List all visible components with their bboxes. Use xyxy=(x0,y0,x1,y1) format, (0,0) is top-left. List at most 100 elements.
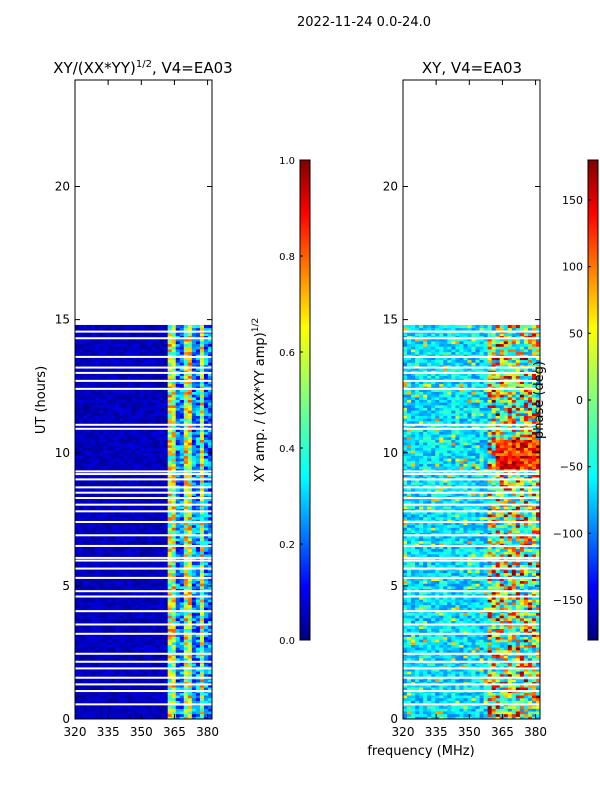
heatmap-cell xyxy=(115,535,120,539)
heatmap-cell xyxy=(99,388,104,393)
heatmap-cell xyxy=(75,431,80,435)
heatmap-cell xyxy=(91,396,96,400)
heatmap-cell xyxy=(147,383,153,387)
heatmap-cell xyxy=(203,583,209,587)
heatmap-cell xyxy=(179,572,185,576)
heatmap-cell xyxy=(115,655,120,659)
heatmap-cell xyxy=(183,569,189,574)
heatmap-cell xyxy=(111,378,116,382)
heatmap-cell xyxy=(83,394,88,398)
heatmap-cell xyxy=(119,367,124,371)
heatmap-cell xyxy=(191,394,197,398)
heatmap-cell xyxy=(91,487,96,491)
heatmap-cell xyxy=(75,407,80,411)
heatmap-cell xyxy=(151,620,157,624)
heatmap-cell xyxy=(131,460,136,464)
heatmap-cell xyxy=(95,596,100,600)
heatmap-cell xyxy=(95,383,100,387)
heatmap-cell xyxy=(155,351,161,355)
heatmap-cell xyxy=(207,529,212,534)
heatmap-cell xyxy=(91,436,96,440)
heatmap-cell xyxy=(167,386,173,390)
heatmap-cell xyxy=(123,426,128,430)
heatmap-cell xyxy=(115,593,120,598)
heatmap-cell xyxy=(95,471,100,475)
heatmap-cell xyxy=(123,572,128,576)
heatmap-cell xyxy=(143,332,149,337)
heatmap-cell xyxy=(151,636,157,640)
heatmap-cell xyxy=(143,524,149,528)
heatmap-cell xyxy=(191,399,197,403)
heatmap-cell xyxy=(115,625,120,629)
heatmap-cell xyxy=(175,532,181,536)
heatmap-cell xyxy=(151,436,157,440)
heatmap-cell xyxy=(147,495,153,499)
heatmap-cell xyxy=(195,636,201,640)
heatmap-cell xyxy=(155,412,161,416)
heatmap-cell xyxy=(115,540,120,544)
heatmap-cell xyxy=(171,332,177,337)
heatmap-cell xyxy=(143,519,149,523)
heatmap-cell xyxy=(135,575,140,579)
heatmap-cell xyxy=(151,420,157,424)
heatmap-cell xyxy=(151,439,157,443)
heatmap-cell xyxy=(143,498,149,502)
heatmap-cell xyxy=(91,684,96,688)
heatmap-cell xyxy=(131,442,136,446)
heatmap-cell xyxy=(139,647,144,651)
heatmap-cell xyxy=(107,444,112,448)
heatmap-cell xyxy=(95,673,100,677)
heatmap-cell xyxy=(127,348,132,353)
heatmap-cell xyxy=(115,386,120,390)
heatmap-cell xyxy=(207,615,212,619)
heatmap-cell xyxy=(99,410,104,414)
heatmap-cell xyxy=(203,625,209,629)
heatmap-cell xyxy=(175,487,181,491)
heatmap-cell xyxy=(79,697,84,701)
heatmap-cell xyxy=(151,593,157,598)
heatmap-cell xyxy=(87,663,92,667)
heatmap-cell xyxy=(139,545,144,550)
heatmap-cell xyxy=(171,335,177,339)
heatmap-cell xyxy=(199,644,205,648)
heatmap-cell xyxy=(199,402,205,406)
heatmap-cell xyxy=(171,636,177,640)
heatmap-cell xyxy=(87,636,92,640)
heatmap-cell xyxy=(91,420,96,424)
heatmap-cell xyxy=(119,692,124,696)
heatmap-cell xyxy=(203,436,209,440)
heatmap-cell xyxy=(135,455,140,459)
heatmap-cell xyxy=(107,673,112,677)
heatmap-cell xyxy=(151,340,157,345)
heatmap-cell xyxy=(195,498,201,502)
heatmap-cell xyxy=(179,476,185,480)
heatmap-cell xyxy=(107,455,112,459)
heatmap-cell xyxy=(159,370,165,374)
heatmap-cell xyxy=(175,687,181,691)
heatmap-cell xyxy=(75,418,80,422)
heatmap-cell xyxy=(131,625,136,629)
heatmap-cell xyxy=(111,684,116,688)
heatmap-cell xyxy=(179,447,185,451)
heatmap-cell xyxy=(103,649,108,653)
heatmap-cell xyxy=(119,335,124,339)
heatmap-cell xyxy=(163,625,169,629)
heatmap-cell xyxy=(119,516,124,520)
heatmap-cell xyxy=(95,615,100,619)
heatmap-cell xyxy=(147,375,153,379)
heatmap-cell xyxy=(75,663,80,667)
heatmap-cell xyxy=(127,458,132,462)
heatmap-cell xyxy=(111,585,116,590)
heatmap-cell xyxy=(111,394,116,398)
heatmap-cell xyxy=(135,332,140,337)
heatmap-cell xyxy=(175,396,181,400)
heatmap-cell xyxy=(183,716,189,719)
heatmap-cell xyxy=(131,601,136,606)
heatmap-cell xyxy=(183,649,189,653)
heatmap-cell xyxy=(199,338,205,342)
heatmap-cell xyxy=(207,460,212,464)
heatmap-cell xyxy=(195,370,201,374)
heatmap-cell xyxy=(111,668,116,672)
heatmap-cell xyxy=(127,332,132,337)
heatmap-cell xyxy=(187,524,193,528)
